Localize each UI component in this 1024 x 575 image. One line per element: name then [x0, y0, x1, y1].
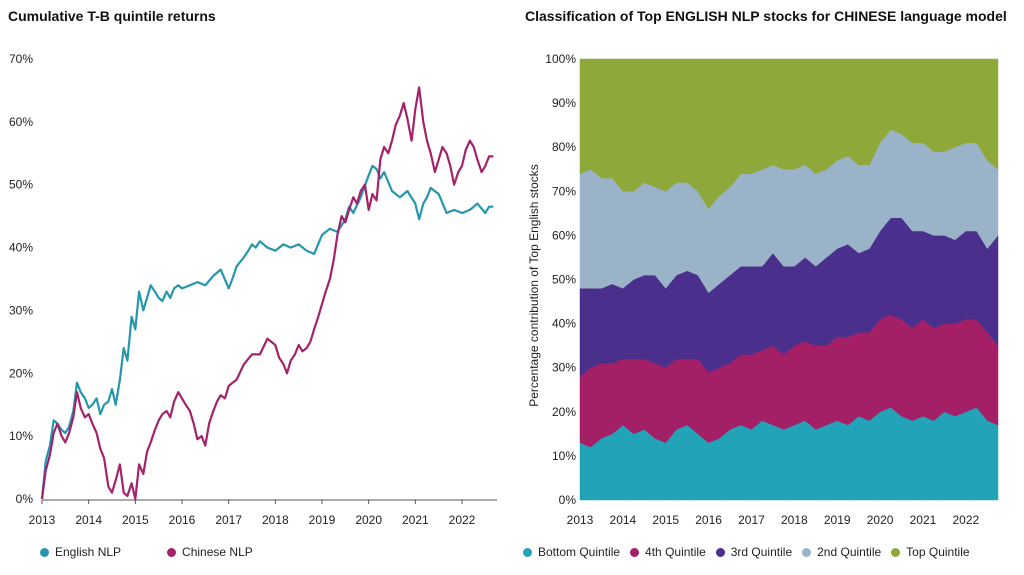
left-legend: English NLP Chinese NLP	[40, 545, 271, 559]
legend-item-chinese-nlp: Chinese NLP	[167, 545, 253, 559]
y-tick-label-40: 40%	[9, 241, 33, 255]
x-tick-label-2018: 2018	[781, 513, 808, 527]
x-tick-label-2021: 2021	[402, 513, 429, 527]
left-chart-title: Cumulative T-B quintile returns	[8, 8, 216, 24]
area-top-quintile	[579, 58, 999, 210]
x-tick-label-2015: 2015	[652, 513, 679, 527]
legend-label-4th-quintile: 4th Quintile	[645, 545, 706, 559]
x-tick-label-2016: 2016	[169, 513, 196, 527]
legend-swatch-english-nlp	[40, 547, 49, 557]
x-tick-label-2017: 2017	[738, 513, 765, 527]
legend-swatch-4th-quintile	[630, 547, 640, 557]
x-tick-label-2013: 2013	[567, 513, 594, 527]
x-tick-label-2014: 2014	[75, 513, 102, 527]
legend-label-2nd-quintile: 2nd Quintile	[817, 545, 882, 559]
x-tick-label-2020: 2020	[867, 513, 894, 527]
legend-label-bottom-quintile: Bottom Quintile	[538, 545, 621, 559]
legend-swatch-3rd-quintile	[715, 547, 725, 557]
y-tick-label-40: 40%	[552, 317, 576, 331]
y-tick-label-10: 10%	[552, 449, 576, 463]
y-tick-label-80: 80%	[552, 140, 576, 154]
right-chart-title: Classification of Top ENGLISH NLP stocks…	[525, 8, 1007, 24]
x-tick-label-2016: 2016	[695, 513, 722, 527]
legend-swatch-bottom-quintile	[523, 547, 532, 557]
y-tick-label-0: 0%	[16, 492, 34, 506]
right-legend: Bottom Quintile 4th Quintile 3rd Quintil…	[523, 545, 970, 559]
series-line-chinese-nlp	[40, 86, 494, 501]
legend-item-2nd-quintile: 2nd Quintile	[802, 545, 881, 559]
y-tick-label-100: 100%	[545, 52, 576, 66]
y-tick-label-30: 30%	[9, 303, 33, 317]
x-tick-label-2021: 2021	[910, 513, 937, 527]
y-axis-title: Percentage contribution of Top English s…	[527, 164, 541, 407]
y-tick-label-50: 50%	[552, 273, 576, 287]
legend-item-bottom-quintile: Bottom Quintile	[523, 545, 620, 559]
x-tick-label-2015: 2015	[122, 513, 149, 527]
y-tick-label-60: 60%	[9, 115, 33, 129]
x-tick-label-2020: 2020	[355, 513, 382, 527]
legend-item-4th-quintile: 4th Quintile	[630, 545, 706, 559]
y-tick-label-0: 0%	[559, 493, 577, 507]
legend-label-chinese-nlp: Chinese NLP	[182, 545, 253, 559]
x-tick-label-2019: 2019	[309, 513, 336, 527]
x-tick-label-2013: 2013	[29, 513, 56, 527]
legend-item-3rd-quintile: 3rd Quintile	[715, 545, 793, 559]
legend-item-english-nlp: English NLP	[40, 545, 121, 559]
legend-label-english-nlp: English NLP	[55, 545, 122, 559]
y-tick-label-20: 20%	[9, 366, 33, 380]
y-tick-label-30: 30%	[552, 361, 576, 375]
y-tick-label-20: 20%	[552, 405, 576, 419]
legend-swatch-chinese-nlp	[167, 547, 177, 557]
legend-item-top-quintile: Top Quintile	[891, 545, 970, 559]
series-line-english-nlp	[40, 164, 494, 500]
legend-swatch-top-quintile	[891, 547, 901, 557]
y-tick-label-70: 70%	[9, 52, 33, 66]
x-tick-label-2019: 2019	[824, 513, 851, 527]
y-tick-label-70: 70%	[552, 184, 576, 198]
y-tick-label-60: 60%	[552, 228, 576, 242]
x-tick-label-2022: 2022	[952, 513, 979, 527]
legend-label-3rd-quintile: 3rd Quintile	[730, 545, 793, 559]
legend-swatch-2nd-quintile	[802, 547, 812, 557]
y-tick-label-90: 90%	[552, 96, 576, 110]
x-tick-label-2017: 2017	[215, 513, 242, 527]
y-tick-label-50: 50%	[9, 178, 33, 192]
x-tick-label-2018: 2018	[262, 513, 289, 527]
y-tick-label-10: 10%	[9, 429, 33, 443]
x-tick-label-2022: 2022	[449, 513, 476, 527]
x-tick-label-2014: 2014	[610, 513, 637, 527]
legend-label-top-quintile: Top Quintile	[906, 545, 970, 559]
